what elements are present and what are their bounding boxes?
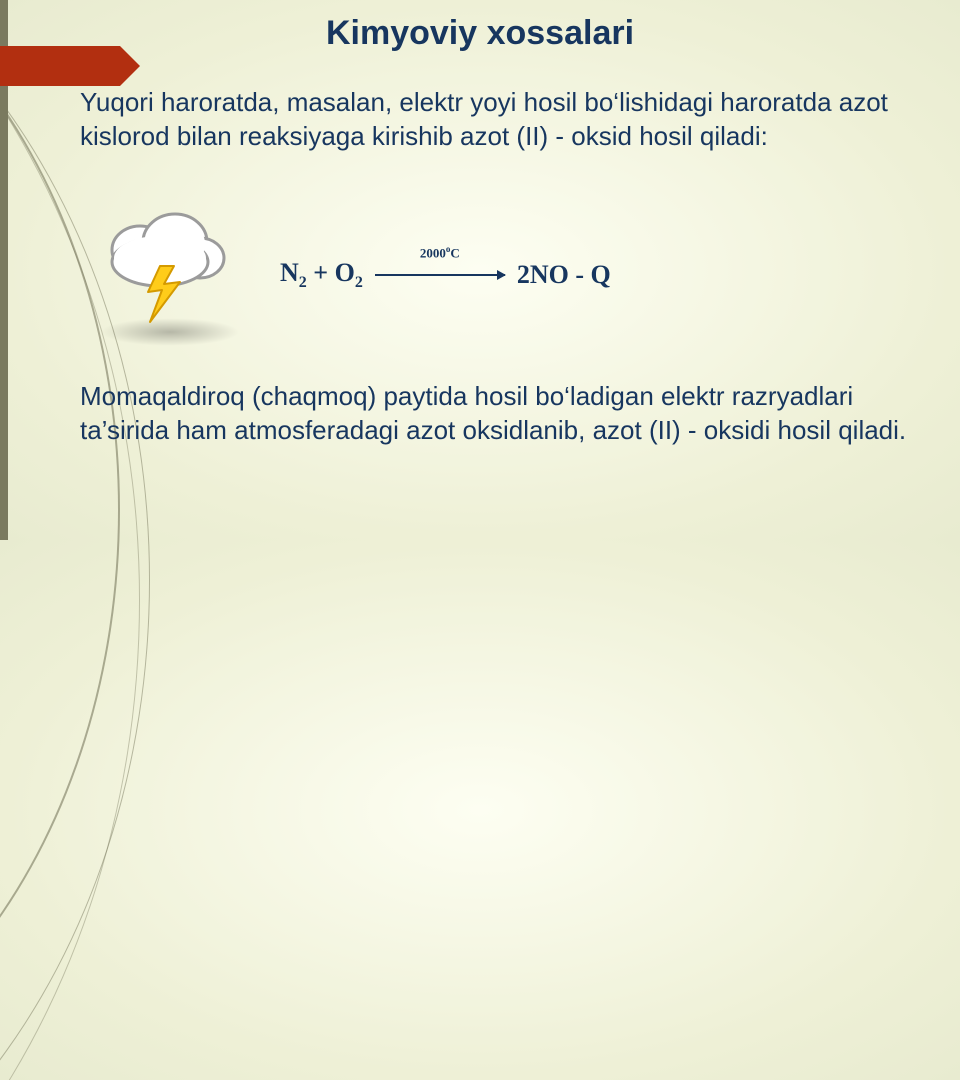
eq-lhs: N2 + O2 (280, 258, 363, 292)
thundercloud-icon (90, 200, 240, 330)
page-title: Kimyoviy xossalari (0, 14, 960, 53)
reaction-arrow: 2000oC (375, 262, 505, 288)
paragraph-2: Momaqaldiroq (chaqmoq) paytida hosil bo‘… (80, 380, 920, 448)
eq-rhs: 2NO - Q (517, 260, 611, 290)
chemical-equation: N2 + O2 2000oC 2NO - Q (280, 258, 611, 292)
paragraph-1: Yuqori haroratda, masalan, elektr yoyi h… (80, 86, 920, 154)
decor-curve (0, 0, 140, 1080)
equation-block: N2 + O2 2000oC 2NO - Q (80, 220, 920, 360)
eq-condition: 2000oC (375, 244, 505, 261)
